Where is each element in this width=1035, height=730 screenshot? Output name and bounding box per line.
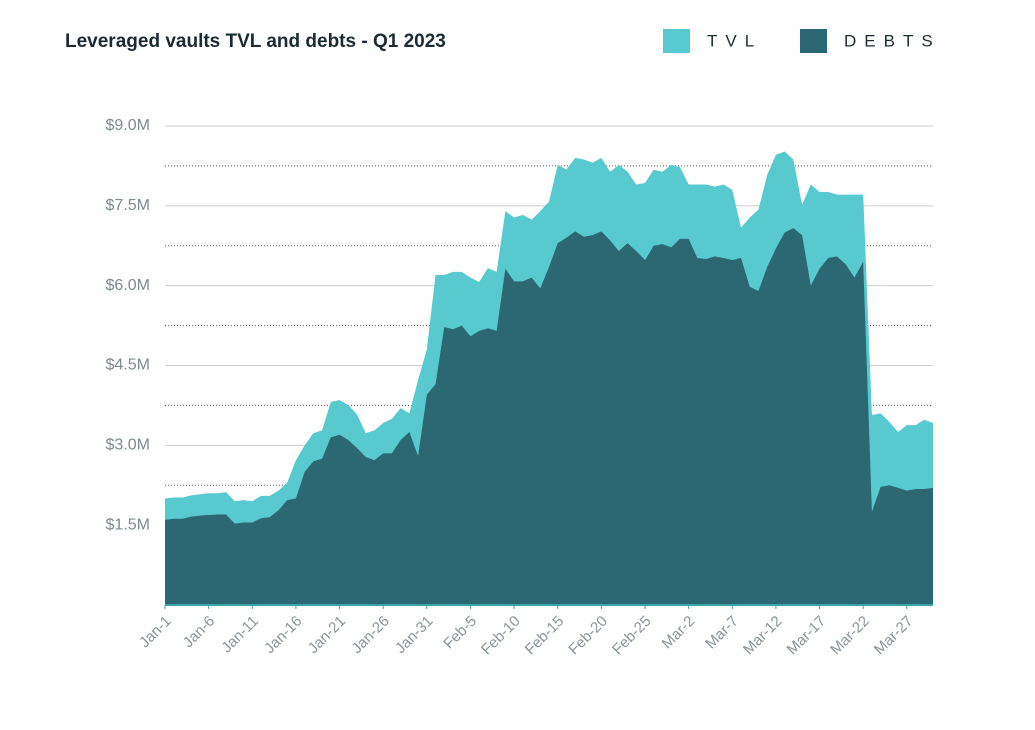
y-tick-label: $9.0M <box>106 117 150 134</box>
legend-swatch <box>800 29 827 53</box>
x-tick-label: Feb-10 <box>478 613 524 659</box>
x-tick-label: Mar-12 <box>740 613 786 659</box>
chart-title: Leveraged vaults TVL and debts - Q1 2023 <box>65 31 446 52</box>
x-tick-label: Jan-16 <box>261 613 305 657</box>
legend-label: DEBTS <box>844 31 941 50</box>
x-tick-label: Jan-6 <box>180 613 219 652</box>
x-tick-label: Jan-21 <box>305 613 349 657</box>
x-tick-label: Mar-2 <box>659 613 699 653</box>
area <box>165 228 933 606</box>
x-tick-label: Jan-26 <box>348 613 392 657</box>
x-tick-label: Feb-5 <box>440 613 480 653</box>
x-tick-label: Feb-20 <box>565 613 611 659</box>
x-tick-label: Mar-7 <box>702 613 742 653</box>
x-tick-label: Jan-11 <box>218 613 262 657</box>
x-tick-label: Feb-25 <box>609 613 655 659</box>
legend-label: TVL <box>707 31 762 50</box>
y-tick-label: $3.0M <box>106 437 150 454</box>
x-tick-label: Jan-31 <box>392 613 436 657</box>
y-tick-label: $6.0M <box>106 277 150 294</box>
y-tick-label: $1.5M <box>106 516 150 533</box>
x-tick-label: Mar-22 <box>827 613 873 659</box>
x-tick-label: Jan-1 <box>136 613 175 652</box>
x-tick-label: Mar-17 <box>784 613 830 659</box>
y-tick-label: $7.5M <box>106 197 150 214</box>
legend-swatch <box>663 29 690 53</box>
x-tick-label: Feb-15 <box>522 613 568 659</box>
x-tick-label: Mar-27 <box>871 613 917 659</box>
y-tick-label: $4.5M <box>106 357 150 374</box>
